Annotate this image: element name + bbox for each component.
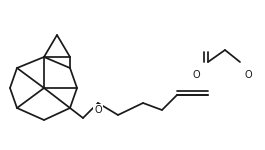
Text: O: O xyxy=(244,70,252,80)
Text: O: O xyxy=(94,105,102,115)
Text: O: O xyxy=(192,70,200,80)
